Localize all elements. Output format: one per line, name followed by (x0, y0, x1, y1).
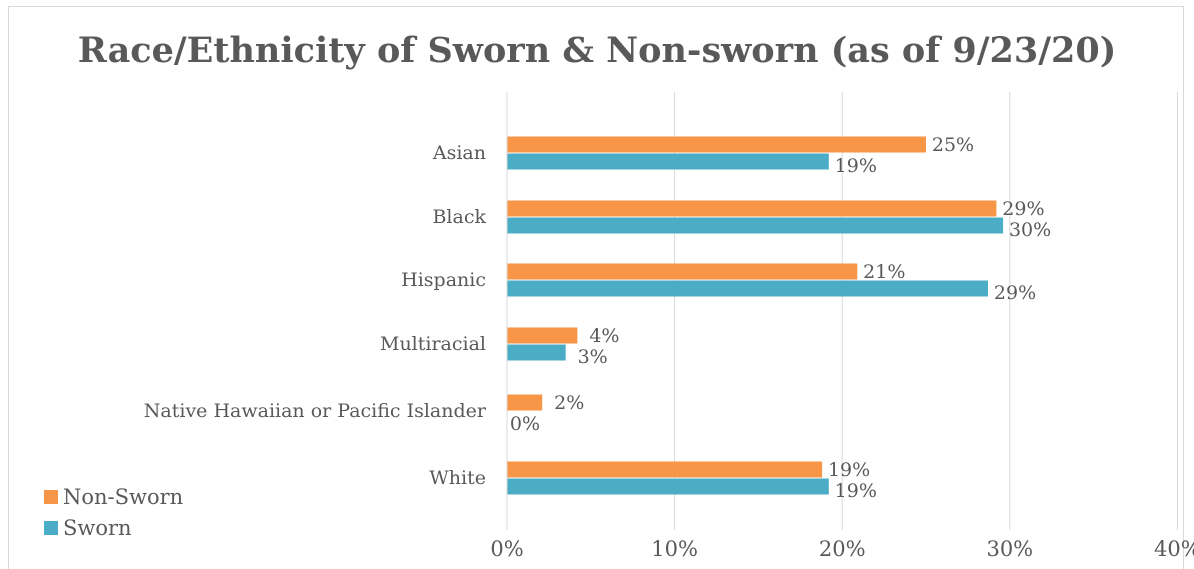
x-tick-label: 10% (651, 537, 698, 561)
bar-sworn (507, 478, 829, 495)
category-label: Black (432, 206, 486, 228)
bar-non-sworn (507, 200, 997, 217)
data-label: 0% (510, 413, 540, 435)
data-label: 30% (1009, 219, 1051, 241)
data-label: 19% (835, 480, 877, 502)
legend-item-non-sworn: Non-Sworn (44, 485, 183, 509)
bar-non-sworn (507, 263, 858, 280)
data-label: 25% (932, 134, 974, 156)
legend-swatch-non-sworn (44, 490, 58, 504)
category-label: Multiracial (380, 333, 486, 355)
x-tick-label: 0% (490, 537, 523, 561)
data-label: 21% (863, 261, 905, 283)
bar-sworn (507, 153, 829, 170)
bar-non-sworn (507, 394, 543, 411)
legend-label-non-sworn: Non-Sworn (63, 485, 184, 509)
bar-non-sworn (507, 136, 926, 153)
legend-label-sworn: Sworn (63, 516, 132, 540)
bar-non-sworn (507, 327, 578, 344)
chart-title: Race/Ethnicity of Sworn & Non-sworn (as … (77, 30, 1117, 71)
category-label: Asian (432, 142, 486, 164)
bar-non-sworn (507, 461, 823, 478)
bar-sworn (507, 280, 989, 297)
data-label: 29% (994, 282, 1036, 304)
category-label: White (429, 467, 486, 489)
data-label: 19% (828, 459, 870, 481)
x-tick-label: 30% (986, 537, 1033, 561)
x-tick-label: 40% (1154, 537, 1194, 561)
data-label: 19% (835, 155, 877, 177)
legend-item-sworn: Sworn (44, 516, 132, 540)
x-tick-label: 20% (819, 537, 866, 561)
bar-sworn (507, 217, 1004, 234)
data-label: 2% (554, 392, 584, 414)
category-label: Native Hawaiian or Pacific Islander (144, 400, 487, 422)
data-label: 4% (589, 325, 619, 347)
data-label: 3% (578, 346, 608, 368)
category-label: Hispanic (401, 269, 486, 291)
legend-swatch-sworn (44, 521, 58, 535)
data-label: 29% (1002, 198, 1044, 220)
bar-sworn (507, 344, 566, 361)
